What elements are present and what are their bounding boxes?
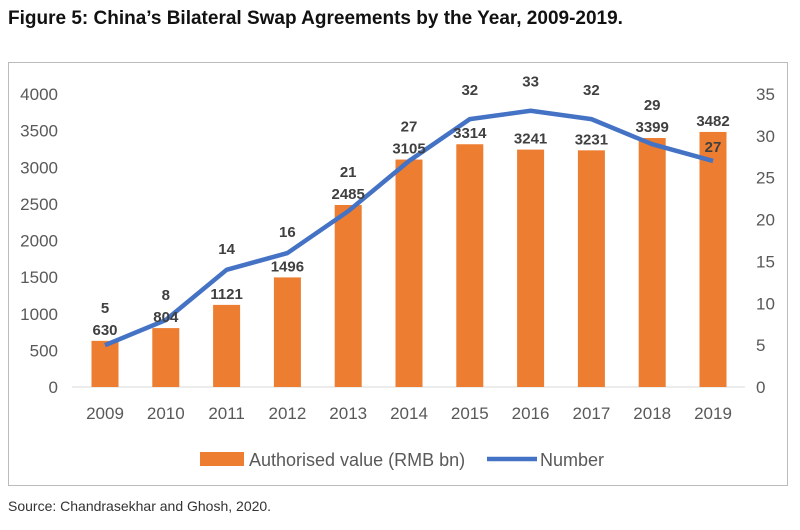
left-axis-tick: 2500 [20,195,58,214]
bar-data-label: 3314 [453,125,487,142]
bar [699,131,727,387]
bar-data-label: 3105 [392,141,425,158]
bar-data-label: 3482 [696,113,729,130]
line-data-label: 33 [522,74,539,91]
x-axis-tick: 2009 [86,404,124,423]
left-axis-tick: 4000 [20,85,58,104]
x-axis-tick: 2010 [147,404,185,423]
line-data-label: 32 [461,82,478,99]
source-note: Source: Chandrasekhar and Ghosh, 2020. [8,498,272,514]
line-data-label: 8 [162,287,170,304]
bar-data-label: 3399 [636,119,669,136]
bar [213,304,241,387]
bar [152,328,180,387]
right-axis-tick: 0 [756,378,765,397]
bar-data-label: 2485 [332,186,365,203]
right-axis-tick: 20 [756,211,775,230]
left-axis-tick: 1000 [20,305,58,324]
line-data-label: 21 [340,164,357,181]
x-axis-tick: 2012 [268,404,306,423]
bar [334,204,362,387]
left-axis-tick: 0 [49,378,58,397]
bar-data-label: 1121 [210,286,243,303]
right-axis-tick: 35 [756,85,775,104]
bar-data-label: 804 [153,309,179,326]
line-data-label: 27 [401,119,418,136]
left-axis-tick: 3500 [20,122,58,141]
bar-data-label: 1496 [271,258,304,275]
figure-title: Figure 5: China’s Bilateral Swap Agreeme… [8,8,623,29]
bar [91,340,119,387]
number-line [104,108,714,348]
legend-label-line: Number [540,450,604,470]
bar-data-label: 3231 [575,131,608,148]
bar [517,149,545,387]
x-axis-tick: 2016 [512,404,550,423]
x-axis-tick: 2018 [633,404,671,423]
left-axis-tick: 1500 [20,268,58,287]
legend-label-bar: Authorised value (RMB bn) [249,450,465,470]
x-axis-tick: 2017 [572,404,610,423]
left-axis-tick: 2000 [20,232,58,251]
right-axis-tick: 25 [756,169,775,188]
bar [273,277,301,387]
line-data-label: 29 [644,97,661,114]
bar-data-label: 3241 [514,131,547,148]
line-data-label: 27 [705,139,722,156]
chart-frame [8,62,788,486]
x-axis-tick: 2013 [329,404,367,423]
right-axis-tick: 5 [756,336,765,355]
line-data-label: 5 [101,300,109,317]
x-axis-tick: 2019 [694,404,732,423]
line-data-label: 14 [218,241,235,258]
x-axis-tick: 2015 [451,404,489,423]
left-axis-tick: 3000 [20,158,58,177]
line-data-label: 32 [583,82,600,99]
line-data-label: 16 [279,224,296,241]
bar [577,150,605,387]
x-axis-tick: 2014 [390,404,428,423]
right-axis-tick: 10 [756,294,775,313]
bar-data-label: 630 [92,322,117,339]
legend-swatch-bar [200,452,244,466]
bar [456,144,484,387]
right-axis-tick: 15 [756,252,775,271]
left-axis-tick: 500 [30,341,58,360]
right-axis-tick: 30 [756,127,775,146]
bar [638,138,666,387]
bar [395,159,423,387]
x-axis-tick: 2011 [208,404,245,423]
